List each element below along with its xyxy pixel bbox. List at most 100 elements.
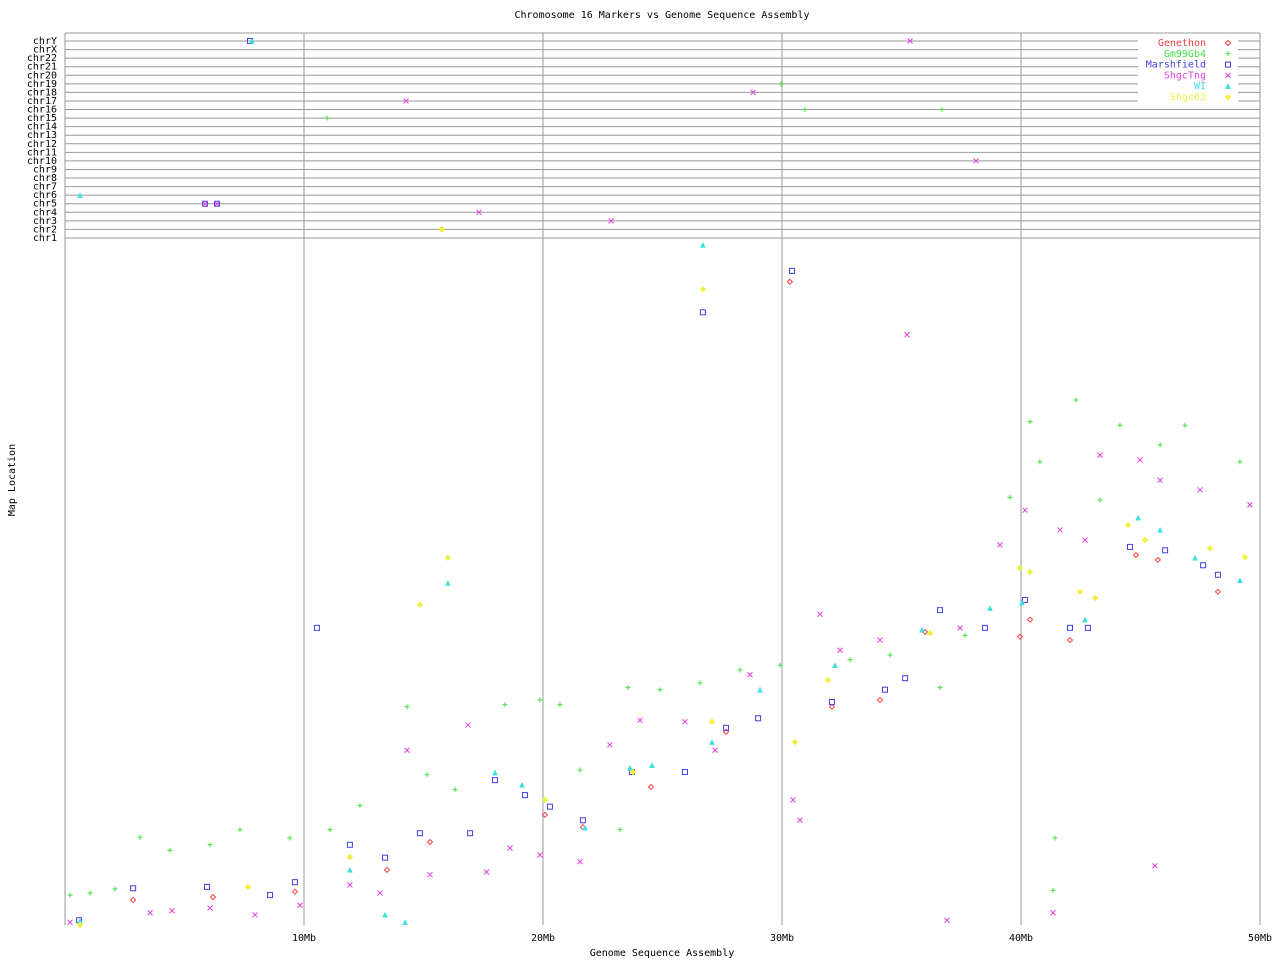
point (936, 607, 943, 614)
point (777, 662, 783, 668)
point (237, 827, 243, 833)
point (828, 703, 836, 710)
point (87, 890, 93, 896)
x-axis-label: Genome Sequence Assembly (590, 948, 735, 959)
y-tick-label: chr3 (33, 216, 57, 227)
point (537, 697, 543, 703)
point (76, 921, 84, 929)
point (129, 896, 137, 904)
point (1091, 594, 1099, 602)
x-tick-label: 40Mb (1009, 933, 1033, 944)
point (402, 919, 409, 926)
point (697, 680, 703, 686)
point (824, 676, 832, 684)
point (137, 834, 143, 840)
point (67, 892, 73, 898)
point (647, 783, 655, 791)
point (169, 907, 175, 914)
point (77, 192, 83, 198)
point (507, 845, 513, 852)
legend-marker (1225, 51, 1231, 57)
point (403, 98, 409, 104)
point (313, 624, 320, 631)
point (757, 686, 763, 693)
y-tick-label: chr10 (27, 156, 57, 167)
point (1247, 501, 1253, 508)
y-tick-label: chr9 (33, 164, 57, 175)
y-tick-label: chrX (33, 45, 57, 56)
point (755, 715, 762, 722)
point (637, 717, 643, 724)
point (926, 630, 934, 637)
point (546, 803, 553, 810)
point (1022, 507, 1028, 514)
point (492, 769, 498, 776)
point (1057, 527, 1063, 533)
point (207, 905, 213, 911)
point (1135, 514, 1142, 521)
point (625, 685, 631, 691)
y-tick-label: chr2 (33, 224, 57, 235)
point (444, 554, 452, 562)
point (557, 702, 563, 708)
point (502, 702, 508, 708)
point (147, 909, 153, 916)
point (712, 747, 718, 754)
point (997, 542, 1003, 548)
point (1066, 636, 1074, 644)
point (244, 883, 252, 891)
point (130, 885, 137, 892)
point (1124, 521, 1132, 529)
legend-marker (1224, 39, 1232, 47)
point (1082, 616, 1088, 623)
point (1066, 624, 1073, 631)
point (427, 871, 433, 878)
point (723, 724, 730, 731)
legend-label: Gm99Gb4 (1164, 49, 1206, 60)
point (887, 652, 893, 658)
point (287, 835, 293, 841)
point (541, 811, 549, 819)
point (382, 854, 389, 861)
point (346, 853, 354, 861)
chart-title: Chromosome 16 Markers vs Genome Sequence… (514, 10, 809, 21)
point (681, 769, 688, 775)
x-tick-label: 20Mb (531, 933, 555, 944)
point (522, 792, 529, 799)
point (491, 777, 498, 784)
point (617, 827, 623, 833)
point (828, 698, 835, 705)
point (882, 686, 889, 693)
legend-label: Marshfield (1146, 60, 1206, 71)
point (209, 893, 217, 901)
point (747, 671, 753, 678)
point (1157, 477, 1163, 484)
point (476, 209, 482, 216)
point (248, 37, 255, 44)
point (877, 637, 883, 643)
point (847, 657, 853, 663)
point (347, 882, 353, 888)
point (467, 830, 474, 837)
point (297, 902, 303, 909)
point (1027, 419, 1033, 425)
point (465, 722, 471, 728)
point (1162, 547, 1169, 554)
point (444, 579, 451, 586)
point (1157, 526, 1164, 533)
point (1084, 624, 1091, 631)
point (737, 667, 743, 673)
point (957, 624, 963, 631)
point (987, 605, 993, 611)
point (377, 890, 383, 896)
point (682, 718, 688, 725)
point (167, 847, 173, 853)
point (904, 331, 910, 338)
point (252, 911, 258, 918)
y-tick-label: chr18 (27, 87, 57, 98)
point (1097, 497, 1103, 503)
point (973, 158, 979, 164)
point (1237, 577, 1243, 583)
